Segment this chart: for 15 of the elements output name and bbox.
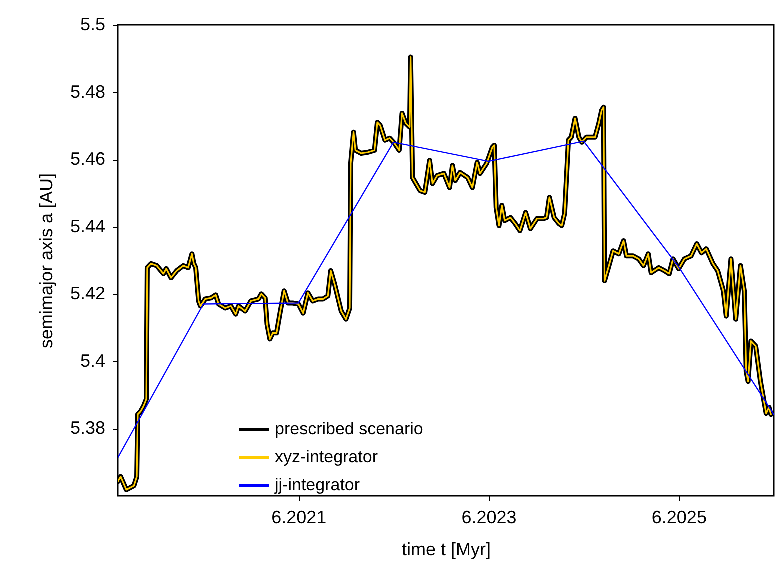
legend-label: jj-integrator (274, 476, 360, 494)
legend-label: prescribed scenario (275, 420, 424, 438)
x-tick-label: 6.2025 (652, 508, 707, 528)
y-tick-label: 5.5 (80, 14, 106, 34)
x-tick-label: 6.2021 (272, 508, 327, 528)
y-tick-label: 5.4 (80, 350, 106, 371)
legend-label: xyz-integrator (275, 448, 378, 466)
y-axis-title: semimajor axis a [AU] (36, 173, 56, 349)
x-tick-label: 6.2023 (462, 508, 517, 528)
y-tick-label: 5.38 (70, 418, 106, 438)
y-tick-label: 5.44 (70, 216, 106, 236)
y-tick-label: 5.46 (70, 149, 106, 170)
y-tick-label: 5.42 (70, 284, 106, 304)
x-axis-title: time t [Myr] (402, 540, 491, 560)
y-tick-label: 5.48 (70, 82, 106, 102)
